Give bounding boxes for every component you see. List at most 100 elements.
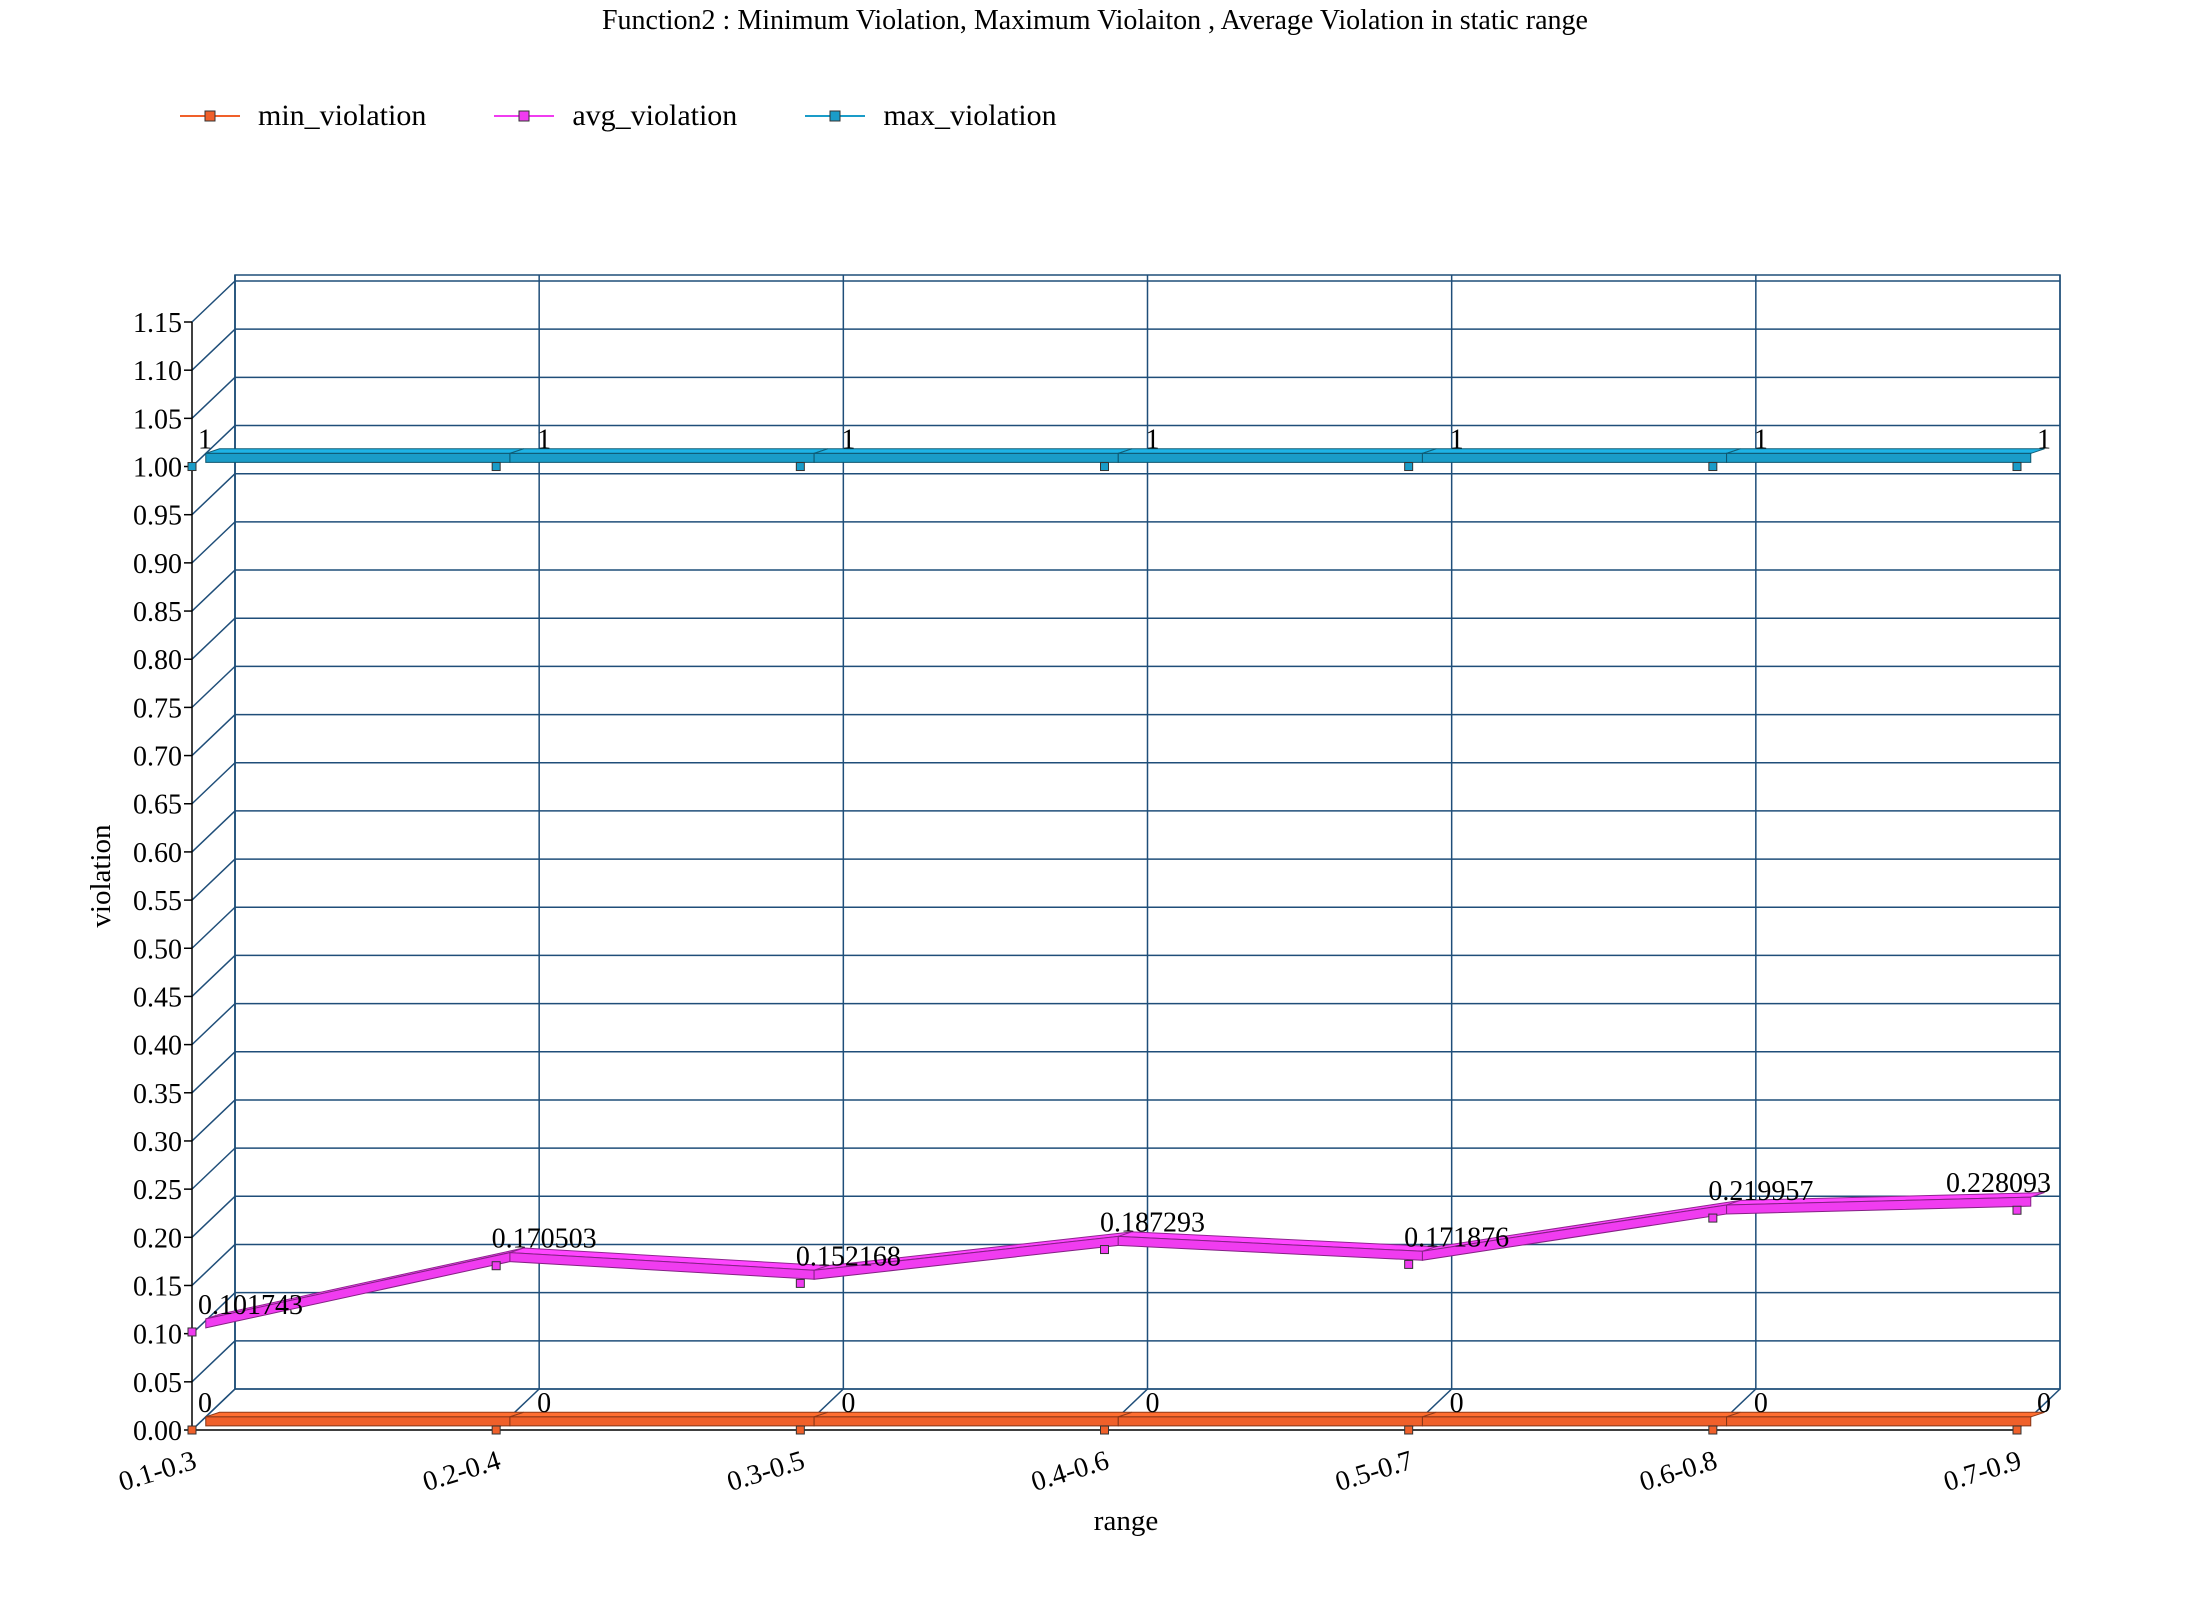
y-tick-label: 0.00	[133, 1416, 182, 1447]
y-tick-label: 0.40	[133, 1031, 182, 1062]
y-tick-label: 0.75	[133, 693, 182, 724]
y-tick-label: 1.05	[133, 404, 182, 435]
data-label: 0.228093	[1946, 1168, 2051, 1199]
legend-marker	[204, 110, 216, 122]
ribbon-segment	[1421, 1416, 1728, 1427]
data-point	[2012, 1425, 2022, 1435]
side-wall-line	[191, 1003, 236, 1046]
series-max_violation: 1 1 1 1 1 1 1	[187, 425, 2051, 472]
data-label: 0.187293	[1100, 1208, 1205, 1239]
data-point	[491, 1261, 501, 1271]
legend-marker	[829, 110, 841, 122]
side-wall-line	[191, 328, 236, 371]
data-point	[1404, 1259, 1414, 1269]
side-wall-line	[191, 810, 236, 853]
y-tick-label: 0.15	[133, 1271, 182, 1302]
ribbon-top-segment	[813, 448, 1133, 454]
ribbon-segment	[813, 452, 1119, 463]
side-wall-line	[191, 762, 236, 805]
ribbon-segment	[509, 1416, 815, 1427]
side-wall-line	[191, 280, 236, 323]
x-tick-label: 0.7-0.9	[1940, 1445, 2025, 1498]
ribbon-segment	[1726, 452, 2032, 463]
data-point	[795, 1278, 805, 1288]
data-point	[1404, 1425, 1414, 1435]
data-label: 0.152168	[796, 1241, 901, 1272]
side-wall-line	[191, 665, 236, 708]
data-point	[2012, 462, 2022, 472]
side-wall-line	[191, 376, 236, 419]
ribbon-segment	[1117, 452, 1423, 463]
side-wall-line	[191, 858, 236, 901]
data-point	[187, 462, 197, 472]
x-axis-title: range	[1094, 1505, 1158, 1537]
side-wall-line	[191, 1195, 236, 1238]
series-min_violation: 0 0 0 0 0 0 0	[187, 1388, 2051, 1435]
data-label: 0.101743	[198, 1290, 303, 1321]
y-tick-label: 0.25	[133, 1175, 182, 1206]
y-tick-label: 0.35	[133, 1079, 182, 1110]
ribbon-segment	[813, 1416, 1119, 1427]
data-point	[1708, 1425, 1718, 1435]
y-tick-label: 1.10	[133, 356, 182, 387]
side-wall-line	[191, 473, 236, 516]
ribbon-top-segment	[813, 1411, 1133, 1418]
data-point	[795, 1425, 805, 1435]
y-tick-label: 1.00	[133, 453, 182, 484]
data-label: 0.171876	[1404, 1222, 1509, 1253]
ribbon-top-segment	[205, 448, 524, 454]
data-label: 0	[1450, 1388, 1464, 1419]
legend-marker	[518, 110, 530, 122]
legend-swatch	[180, 110, 240, 122]
ribbon-segment	[1421, 452, 1728, 463]
legend-swatch	[494, 110, 555, 122]
data-label: 1	[1146, 425, 1160, 456]
y-tick-label: 0.65	[133, 790, 182, 821]
grid	[184, 274, 2061, 1431]
data-point	[1708, 462, 1718, 472]
ribbon-segment	[1726, 1416, 2032, 1427]
x-tick-label: 0.4-0.6	[1028, 1445, 1113, 1498]
ribbon-top-segment	[1118, 1411, 1437, 1418]
data-point	[2012, 1205, 2022, 1215]
data-point	[187, 1425, 197, 1435]
side-wall-line	[191, 1340, 236, 1383]
data-label: 1	[1450, 425, 1464, 456]
ribbon-segment	[205, 1416, 511, 1427]
legend-label: avg_violation	[572, 99, 738, 132]
ribbon-top-segment	[509, 1411, 829, 1418]
y-tick-label: 0.45	[133, 982, 182, 1013]
series-avg_violation: 0.101743 0.170503 0.152168 0.187293 0.171876…	[187, 1168, 2051, 1337]
y-axis-title: violation	[85, 824, 117, 928]
ribbon-top-segment	[509, 448, 829, 454]
ribbon-segment	[509, 452, 815, 463]
data-point	[1404, 462, 1414, 472]
legend-swatch	[805, 110, 866, 122]
x-tick-label: 0.3-0.5	[723, 1445, 808, 1498]
legend-item-avg_violation: avg_violation	[494, 99, 737, 133]
y-tick-label: 0.60	[133, 838, 182, 869]
x-tick-label: 0.2-0.4	[419, 1445, 504, 1498]
y-tick-label: 0.50	[133, 934, 182, 965]
legend-label: min_violation	[258, 99, 427, 132]
legend: min_violation avg_violation max_violation	[180, 96, 1125, 136]
y-tick-label: 0.55	[133, 886, 182, 917]
data-point	[1708, 1213, 1718, 1223]
ribbon-top-segment	[1726, 448, 2045, 454]
data-point	[1100, 462, 1109, 472]
data-label: 0	[1146, 1388, 1160, 1419]
data-label: 0	[198, 1388, 212, 1419]
y-tick-label: 0.30	[133, 1127, 182, 1158]
ribbon-segment	[205, 452, 511, 463]
ribbon-top-segment	[1422, 448, 1741, 454]
data-point	[491, 1425, 501, 1435]
x-tick-label: 0.6-0.8	[1636, 1445, 1721, 1498]
side-wall-line	[191, 424, 236, 468]
data-point	[1100, 1245, 1109, 1255]
side-wall-line	[191, 954, 236, 997]
data-label: 1	[841, 425, 855, 456]
ribbon-segment	[1117, 1416, 1423, 1427]
legend-item-min_violation: min_violation	[180, 99, 426, 133]
data-label: 1	[1754, 425, 1768, 456]
